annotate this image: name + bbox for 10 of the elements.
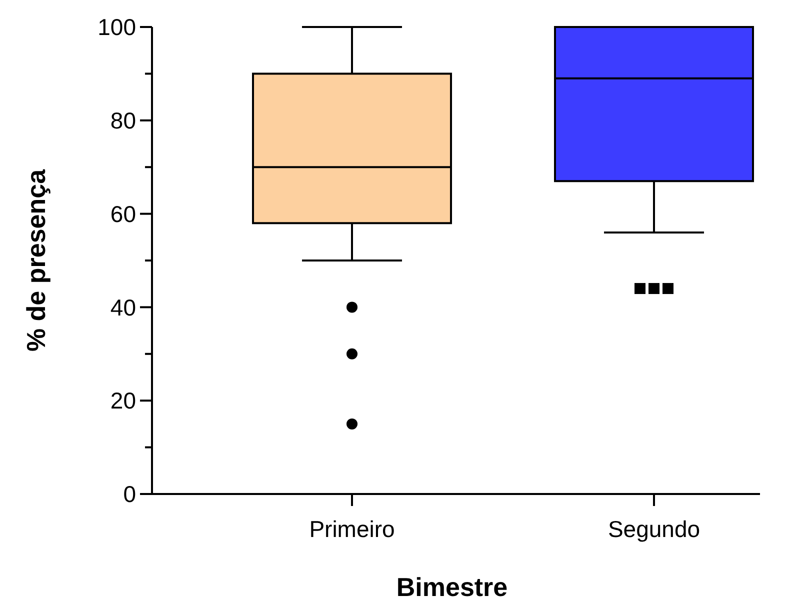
y-tick-label: 40 <box>110 294 136 320</box>
y-tick-label: 80 <box>110 107 136 134</box>
y-tick-label: 20 <box>110 388 136 414</box>
y-axis-title: % de presença <box>21 168 51 352</box>
x-tick-label: Segundo <box>608 516 700 542</box>
x-axis-title: Bimestre <box>396 572 508 602</box>
y-tick-label: 60 <box>110 200 136 227</box>
x-tick-label: Primeiro <box>309 516 395 542</box>
y-tick-label: 100 <box>98 14 136 40</box>
y-tick-label: 0 <box>123 481 136 508</box>
